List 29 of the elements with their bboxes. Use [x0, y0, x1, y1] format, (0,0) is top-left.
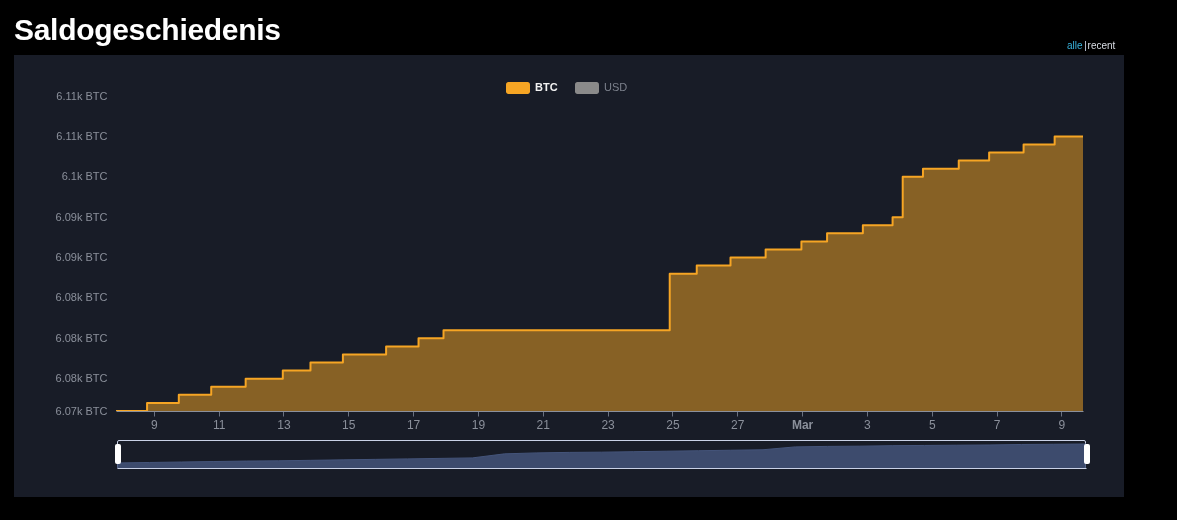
y-tick-label: 6.08k BTC	[55, 291, 108, 304]
y-tick-label: 6.08k BTC	[55, 331, 108, 344]
y-tick-label: 6.11k BTC	[56, 129, 108, 142]
text: recent	[1087, 40, 1116, 52]
x-tick-label: 11	[212, 417, 226, 432]
y-tick-label: 6.07k BTC	[55, 404, 108, 417]
x-tick-label: 5	[928, 417, 936, 432]
legend-label: USD	[604, 81, 628, 93]
x-tick-label: 23	[601, 417, 616, 432]
x-tick-label: 27	[731, 417, 745, 432]
y-tick-label: 6.09k BTC	[55, 251, 108, 264]
x-tick-label: 3	[864, 417, 872, 432]
x-tick-label: 7	[993, 417, 1001, 432]
x-tick-label: 19	[471, 417, 486, 432]
y-tick-label: 6.11k BTC	[56, 89, 108, 102]
x-tick-label: 25	[666, 417, 680, 432]
text: alle	[1067, 40, 1083, 52]
x-tick-label: 13	[277, 417, 291, 432]
y-tick-label: 6.08k BTC	[55, 372, 108, 385]
x-tick-label: 9	[1058, 417, 1066, 432]
y-tick-label: 6.1k BTC	[61, 170, 108, 183]
legend-label: BTC	[535, 81, 558, 93]
chart-title: Saldogeschiedenis	[14, 12, 281, 48]
x-tick-label: Mar	[791, 417, 814, 432]
x-tick-label: 9	[150, 417, 158, 432]
x-tick-label: 21	[536, 417, 551, 432]
x-tick-label: 17	[406, 417, 421, 432]
x-tick-label: 15	[342, 417, 356, 432]
y-tick-label: 6.09k BTC	[55, 210, 108, 223]
